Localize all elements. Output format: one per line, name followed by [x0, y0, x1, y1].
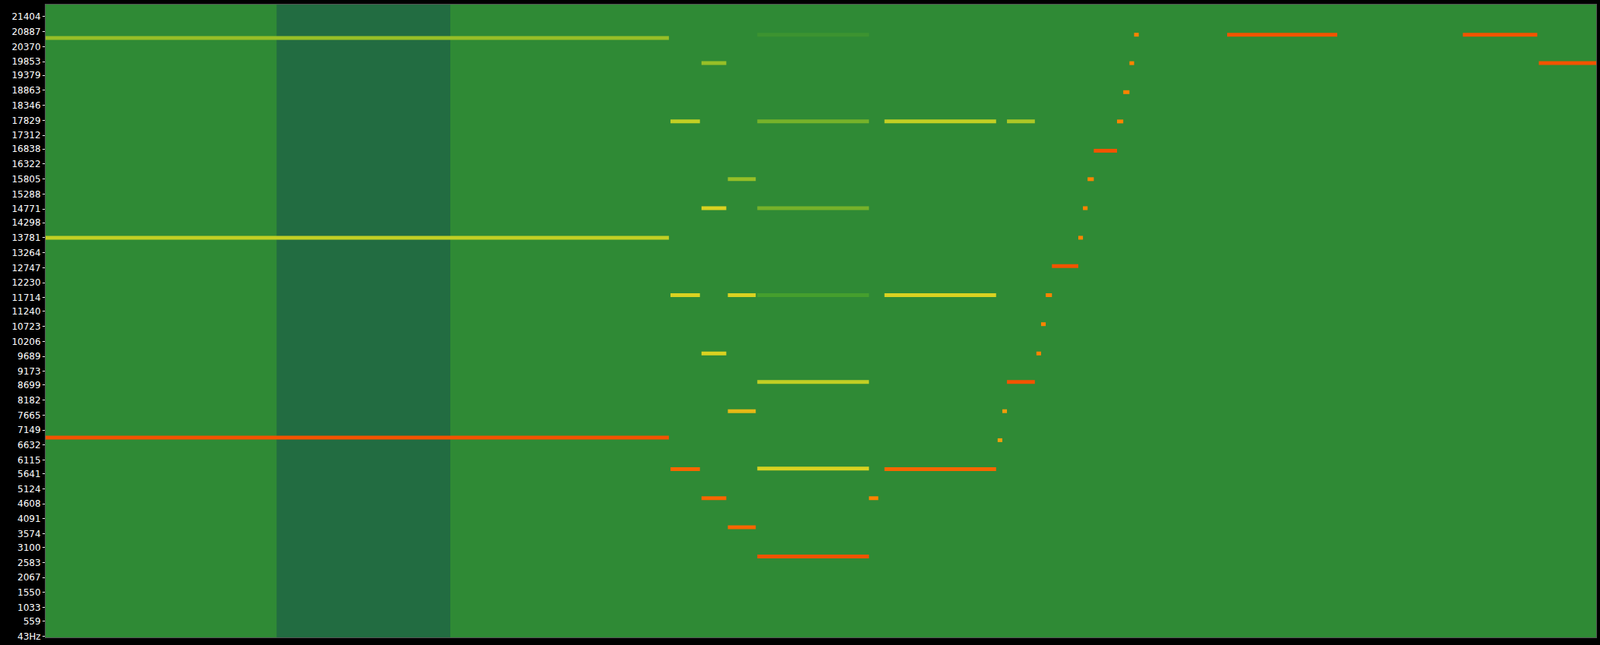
svg-text:3100: 3100 — [17, 542, 42, 553]
svg-text:9689: 9689 — [17, 350, 42, 362]
svg-text:16322: 16322 — [11, 158, 41, 170]
svg-text:2067: 2067 — [17, 571, 42, 583]
svg-text:12747: 12747 — [11, 262, 41, 274]
svg-text:20370: 20370 — [11, 41, 41, 53]
svg-text:11240: 11240 — [11, 306, 41, 317]
svg-text:19853: 19853 — [11, 56, 41, 67]
svg-text:16838: 16838 — [11, 143, 41, 155]
svg-text:5641: 5641 — [17, 468, 42, 480]
svg-text:7665: 7665 — [17, 410, 42, 421]
svg-text:10723: 10723 — [11, 321, 41, 332]
svg-text:15288: 15288 — [11, 189, 41, 200]
svg-text:21404: 21404 — [11, 11, 41, 23]
svg-text:19379: 19379 — [11, 69, 41, 81]
svg-text:1550: 1550 — [17, 586, 42, 598]
svg-text:18346: 18346 — [11, 100, 41, 111]
svg-text:4091: 4091 — [17, 513, 42, 524]
svg-text:14771: 14771 — [11, 203, 41, 215]
svg-text:2583: 2583 — [17, 557, 42, 569]
svg-text:17312: 17312 — [11, 129, 41, 141]
svg-text:13781: 13781 — [11, 232, 41, 243]
svg-text:10206: 10206 — [11, 336, 41, 348]
svg-text:8699: 8699 — [17, 379, 42, 391]
svg-text:8182: 8182 — [17, 394, 42, 406]
svg-text:18863: 18863 — [11, 85, 41, 96]
svg-text:11714: 11714 — [11, 292, 41, 303]
svg-text:559: 559 — [23, 615, 42, 627]
svg-text:6115: 6115 — [17, 454, 42, 466]
svg-text:13264: 13264 — [11, 247, 41, 259]
svg-text:43Hz: 43Hz — [17, 631, 42, 642]
svg-text:17829: 17829 — [11, 115, 41, 127]
svg-text:12230: 12230 — [11, 277, 41, 288]
svg-text:15805: 15805 — [11, 173, 41, 185]
svg-text:4608: 4608 — [17, 498, 42, 509]
svg-text:7149: 7149 — [17, 424, 42, 436]
svg-text:14298: 14298 — [11, 217, 41, 228]
svg-text:20887: 20887 — [11, 26, 41, 38]
svg-text:1033: 1033 — [17, 602, 42, 613]
svg-text:6632: 6632 — [17, 439, 42, 451]
svg-text:3574: 3574 — [17, 528, 42, 540]
svg-text:9173: 9173 — [17, 366, 42, 377]
svg-text:5124: 5124 — [17, 483, 42, 495]
